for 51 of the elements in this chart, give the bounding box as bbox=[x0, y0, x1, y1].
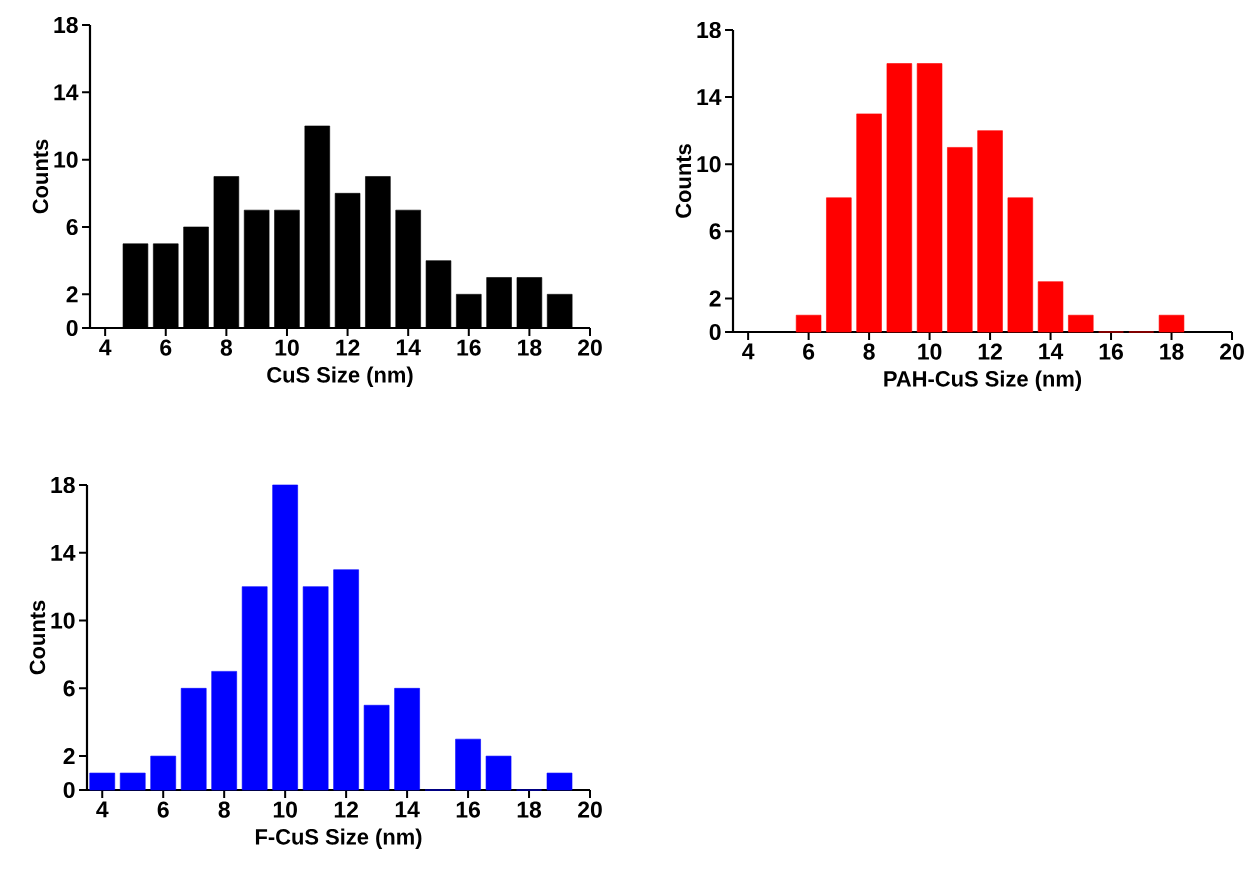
x-tick-label: 14 bbox=[1039, 343, 1064, 360]
y-tick-label: 2 bbox=[63, 748, 75, 765]
y-tick-label: 10 bbox=[54, 151, 78, 168]
y-tick-label: 0 bbox=[66, 319, 78, 337]
x-tick-label: 16 bbox=[456, 801, 480, 818]
y-tick-label: 18 bbox=[54, 16, 78, 34]
x-tick-label: 18 bbox=[518, 339, 542, 356]
x-tick-label: 16 bbox=[457, 339, 481, 356]
x-tick-label: 10 bbox=[918, 343, 942, 360]
x-tick-label: 8 bbox=[220, 339, 233, 356]
x-tick-label: 6 bbox=[803, 343, 815, 360]
x-axis-title: PAH-CuS Size (nm) bbox=[884, 370, 1082, 391]
x-tick-label: 4 bbox=[96, 801, 109, 818]
y-tick-label: 10 bbox=[51, 612, 75, 629]
y-axis-title: Counts bbox=[29, 600, 46, 675]
x-tick-label: 12 bbox=[336, 339, 360, 356]
y-tick-label: 14 bbox=[54, 84, 79, 101]
x-tick-label: 10 bbox=[275, 339, 299, 356]
x-tick-label: 6 bbox=[157, 801, 169, 818]
x-tick-label: 18 bbox=[1160, 343, 1184, 360]
y-tick-label: 14 bbox=[697, 89, 722, 105]
x-tick-label: 10 bbox=[273, 801, 297, 818]
x-axis-title: F-CuS Size (nm) bbox=[255, 828, 422, 849]
y-tick-label: 18 bbox=[697, 21, 721, 39]
x-tick-label: 8 bbox=[863, 343, 875, 360]
y-tick-label: 6 bbox=[709, 223, 721, 240]
y-tick-label: 6 bbox=[66, 218, 78, 236]
x-tick-label: 20 bbox=[578, 801, 602, 818]
x-tick-label: 20 bbox=[578, 339, 602, 356]
x-tick-label: 16 bbox=[1099, 343, 1123, 360]
y-tick-label: 14 bbox=[51, 544, 76, 561]
y-axis-title: Counts bbox=[32, 139, 49, 214]
x-tick-label: 4 bbox=[99, 339, 112, 356]
x-tick-label: 12 bbox=[334, 801, 358, 818]
x-tick-label: 6 bbox=[160, 339, 172, 356]
y-tick-label: 2 bbox=[709, 290, 721, 307]
x-tick-label: 12 bbox=[978, 343, 1002, 360]
x-tick-label: 20 bbox=[1220, 343, 1244, 360]
x-tick-label: 14 bbox=[396, 339, 421, 356]
y-tick-label: 0 bbox=[709, 323, 721, 341]
x-tick-label: 18 bbox=[517, 801, 542, 818]
x-tick-label: 14 bbox=[395, 801, 420, 818]
y-tick-label: 6 bbox=[63, 680, 75, 697]
x-tick-label: 8 bbox=[218, 801, 230, 818]
y-axis-title: Counts bbox=[675, 144, 692, 218]
y-tick-label: 18 bbox=[51, 476, 75, 494]
y-tick-label: 0 bbox=[63, 781, 75, 799]
y-tick-label: 2 bbox=[66, 286, 78, 303]
y-tick-label: 10 bbox=[697, 156, 721, 173]
x-axis-title: CuS Size (nm) bbox=[267, 366, 413, 387]
x-tick-label: 4 bbox=[742, 343, 755, 360]
